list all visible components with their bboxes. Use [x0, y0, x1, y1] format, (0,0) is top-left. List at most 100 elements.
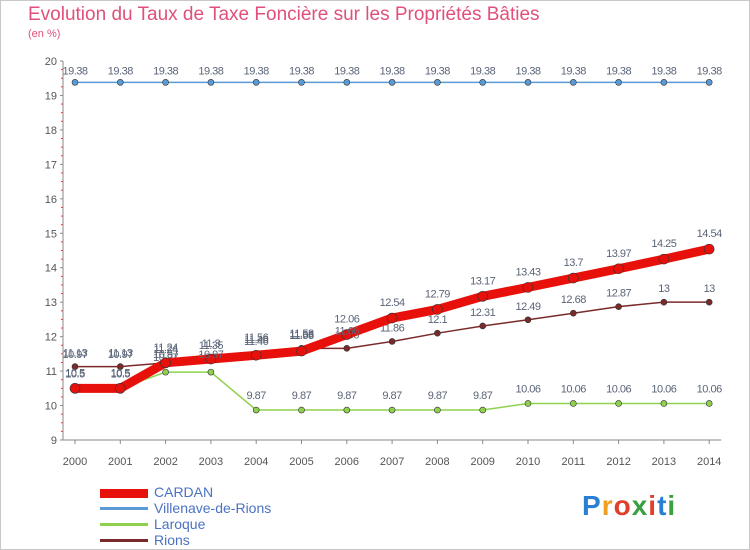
- data-label-laroque: 10.5: [65, 368, 85, 380]
- data-point-cardan: [522, 282, 534, 293]
- data-label-rions: 12.1: [428, 314, 448, 326]
- plot-area: [65, 61, 720, 440]
- y-tick-label: 19: [45, 90, 57, 102]
- data-label-rions: 11.24: [153, 344, 178, 356]
- data-label-villenave: 19.38: [334, 65, 359, 77]
- data-point-cardan: [386, 312, 398, 324]
- data-point-laroque: [162, 368, 169, 376]
- data-point-villenave: [479, 79, 487, 86]
- x-tick-label: 2010: [516, 456, 540, 468]
- y-tick-label: 10: [45, 401, 57, 413]
- data-label-cardan: 12.54: [380, 297, 405, 309]
- data-point-cardan: [341, 329, 353, 340]
- data-point-laroque: [660, 400, 668, 407]
- legend-swatch-rions: [100, 539, 148, 542]
- data-point-laroque: [705, 400, 713, 407]
- data-point-villenave: [569, 79, 577, 86]
- y-tick-label: 16: [45, 194, 57, 206]
- data-label-laroque: 9.87: [382, 390, 402, 402]
- data-label-rions: 11.13: [108, 348, 133, 360]
- data-label-cardan: 12.79: [425, 288, 450, 300]
- y-tick-label: 14: [45, 263, 57, 275]
- y-tick-label: 18: [45, 125, 57, 137]
- x-tick-label: 2009: [470, 456, 494, 468]
- legend-swatch-villenave: [100, 507, 148, 510]
- data-label-villenave: 19.38: [561, 65, 586, 77]
- legend-label-laroque: Laroque: [154, 516, 206, 532]
- data-point-rions: [388, 338, 396, 345]
- data-point-cardan: [703, 243, 715, 255]
- data-point-villenave: [524, 79, 532, 86]
- data-label-laroque: 9.87: [473, 390, 493, 402]
- data-label-cardan: 13.43: [515, 266, 540, 278]
- data-label-rions: 11.46: [244, 336, 269, 348]
- y-tick-label: 9: [51, 435, 57, 447]
- data-point-rions: [615, 303, 622, 310]
- data-label-villenave: 19.38: [470, 65, 495, 77]
- data-point-villenave: [434, 79, 441, 86]
- data-label-overlap: 11.56: [244, 332, 269, 344]
- x-tick-label: 2008: [425, 456, 449, 468]
- logo-letter: i: [667, 490, 677, 521]
- data-point-villenave: [298, 79, 305, 86]
- logo-letter: x: [631, 490, 649, 521]
- data-label-laroque: 10.06: [515, 383, 540, 395]
- chart-title: Evolution du Taux de Taxe Foncière sur l…: [28, 4, 540, 25]
- data-point-laroque: [434, 406, 441, 414]
- data-label-overlap: 10.97: [108, 349, 133, 361]
- logo-letter: r: [601, 490, 614, 521]
- data-label-villenave: 19.38: [651, 65, 676, 77]
- data-label-villenave: 19.38: [289, 65, 314, 77]
- data-point-laroque: [569, 400, 577, 407]
- data-label-rions: 12.31: [470, 307, 495, 319]
- data-point-villenave: [117, 79, 124, 86]
- data-label-rions: 13: [704, 283, 716, 295]
- y-tick-label: 11: [46, 366, 57, 378]
- data-label-rions: 11.66: [289, 329, 314, 341]
- data-point-laroque: [252, 406, 260, 414]
- x-tick-label: 2006: [335, 456, 359, 468]
- data-point-rions: [71, 363, 79, 370]
- data-label-cardan: 10.5: [65, 367, 85, 379]
- y-tick-label: 15: [45, 228, 57, 240]
- data-point-laroque: [343, 406, 351, 414]
- data-point-cardan: [160, 357, 171, 369]
- data-label-rions: 11.35: [199, 340, 224, 352]
- data-label-cardan: 14.25: [651, 238, 676, 250]
- data-label-cardan: 11.3: [202, 338, 221, 350]
- proxiti-logo: Proxiti: [582, 490, 676, 522]
- data-point-rions: [117, 363, 124, 370]
- data-point-cardan: [69, 383, 81, 394]
- data-label-laroque: 10.5: [111, 368, 131, 380]
- data-point-villenave: [705, 79, 713, 86]
- data-label-laroque: 9.87: [428, 390, 448, 402]
- x-tick-label: 2002: [153, 456, 177, 468]
- data-point-cardan: [205, 353, 217, 365]
- data-label-laroque: 10.06: [606, 383, 631, 395]
- data-point-rions: [660, 298, 668, 306]
- data-label-rions: 12.68: [561, 294, 586, 306]
- data-label-villenave: 19.38: [515, 65, 540, 77]
- data-point-cardan: [567, 272, 579, 284]
- data-label-rions: 11.86: [380, 322, 405, 334]
- logo-letter: P: [582, 490, 602, 521]
- data-point-cardan: [115, 383, 126, 394]
- data-label-cardan: 12.06: [334, 314, 359, 326]
- data-point-cardan: [477, 291, 489, 302]
- data-label-laroque: 9.87: [337, 390, 357, 402]
- data-point-cardan: [613, 263, 624, 275]
- data-point-laroque: [207, 368, 215, 376]
- legend-label-rions: Rions: [154, 532, 190, 548]
- data-point-rions: [479, 322, 487, 330]
- data-point-laroque: [615, 400, 622, 407]
- data-point-villenave: [343, 79, 351, 86]
- data-point-rions: [705, 298, 713, 306]
- data-point-cardan: [250, 349, 262, 361]
- data-label-laroque: 10.06: [561, 383, 586, 395]
- x-tick-label: 2005: [289, 456, 313, 468]
- data-label-rions: 12.49: [515, 301, 540, 313]
- data-point-villenave: [388, 79, 396, 86]
- data-label-cardan: 10.5: [111, 367, 131, 379]
- data-label-villenave: 19.38: [108, 65, 133, 77]
